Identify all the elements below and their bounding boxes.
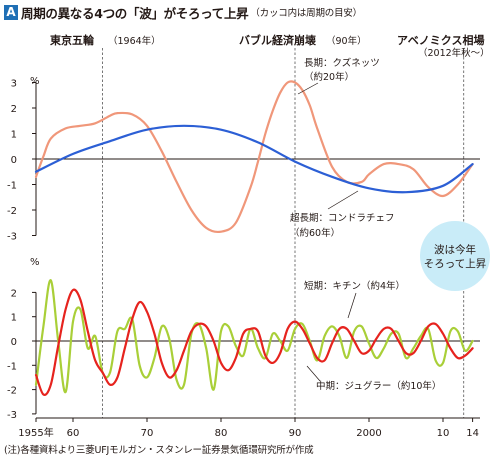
upper-ytick-label-1: 1	[11, 130, 17, 141]
upper-ytick-label--3: -3	[7, 232, 17, 243]
chart-subtitle: （カッコ内は周期の目安）	[250, 8, 362, 19]
lower-ytick-label-0: 0	[11, 337, 17, 348]
event-label-tokyo-olympics: 東京五輪 （1964年）	[50, 33, 161, 47]
xtick-label-1960: 60	[67, 428, 80, 439]
lower-ytick-label--3: -3	[7, 410, 17, 421]
event-label-tokyo-olympics-sub: （1964年）	[108, 35, 161, 47]
series-lines	[34, 80, 474, 396]
callout-line-1: 波は今年	[434, 243, 476, 256]
xtick-label-2014: 14	[466, 428, 479, 439]
legend-label-kuznets: 長期：クズネッツ	[304, 57, 380, 69]
event-label-tokyo-olympics-name: 東京五輪	[50, 33, 95, 47]
legend-label-kitchin: 短期：キチン（約4年）	[304, 280, 405, 292]
callout-circle	[420, 221, 490, 291]
upper-ytick-label--1: -1	[7, 181, 17, 192]
legend-leader-kondratieff	[327, 190, 359, 210]
xtick-label-1970: 70	[141, 428, 154, 439]
upper-ytick-label-2: 2	[11, 104, 17, 115]
legend-label-kondratieff: 超長期：コンドラチェフ	[290, 212, 395, 224]
series-line-kondratieff	[34, 124, 474, 194]
xtick-label-2010: 10	[437, 428, 450, 439]
source-note: (注)各種資料より三菱UFJモルガン・スタンレー証券景気循環研究所が作成	[4, 445, 314, 456]
legend-label-kondratieff-period: （約60年）	[290, 227, 340, 239]
upper-ytick-label-3: 3	[11, 79, 17, 90]
event-label-abenomics-sub: （2012年秋～）	[418, 47, 490, 59]
legend-leader-kuznets	[297, 82, 319, 95]
series-line-juglar	[34, 288, 474, 396]
lower-unit-label: %	[30, 257, 40, 268]
lower-ytick-label--1: -1	[7, 361, 17, 372]
upper-ytick-label-0: 0	[11, 155, 17, 166]
panel-badge: A	[4, 4, 18, 20]
xtick-label-1955: 1955年	[18, 426, 53, 439]
event-markers	[102, 48, 465, 418]
lower-ytick-label-1: 1	[11, 313, 17, 324]
event-label-bubble-burst: バブル経済崩壊 （90年）	[239, 33, 367, 47]
event-label-abenomics-name: アベノミクス相場	[397, 33, 484, 47]
legend-leader-kitchin	[347, 292, 357, 319]
callout-line-2: そろって上昇	[424, 258, 487, 270]
xtick-label-1990: 90	[289, 428, 302, 439]
lower-ytick-label--2: -2	[7, 386, 17, 397]
event-label-abenomics: アベノミクス相場 （2012年秋～）	[397, 33, 490, 59]
callout-bubble: 波は今年 そろって上昇	[420, 221, 490, 291]
series-line-kuznets	[34, 80, 474, 234]
legend-label-kuznets-period: （約20年）	[304, 71, 354, 83]
legend-label-juglar: 中期：ジュグラー（約10年）	[316, 380, 441, 392]
lower-ytick-label-2: 2	[11, 288, 17, 299]
chart-title: 周期の異なる4つの「波」がそろって上昇	[21, 5, 249, 21]
upper-ytick-label--2: -2	[7, 206, 17, 217]
event-label-bubble-burst-sub: （90年）	[326, 35, 367, 47]
upper-unit-label: %	[30, 76, 40, 87]
legend-leader-juglar	[306, 365, 321, 382]
xtick-label-2000: 2000	[356, 428, 381, 439]
chart-title-row: A 周期の異なる4つの「波」がそろって上昇 （カッコ内は周期の目安）	[4, 3, 362, 21]
xtick-label-1980: 80	[215, 428, 228, 439]
series-line-kitchin	[34, 279, 474, 394]
event-label-bubble-burst-name: バブル経済崩壊	[239, 33, 317, 47]
